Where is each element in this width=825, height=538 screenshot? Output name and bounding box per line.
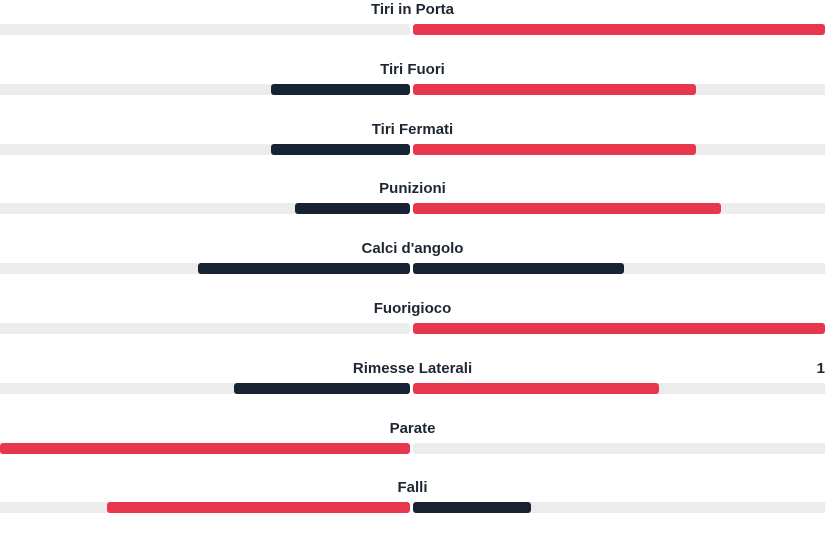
stat-row: Calci d'angolo (0, 239, 825, 299)
away-bar-fill (413, 263, 624, 275)
home-bar-fill (270, 143, 410, 155)
stat-row: Tiri Fermati (0, 120, 825, 180)
home-bar-track (0, 24, 410, 35)
stat-row: Parate (0, 419, 825, 479)
away-bar-fill (413, 323, 825, 334)
stat-label: Fuorigioco (373, 300, 452, 317)
away-bar-fill (413, 502, 531, 514)
away-bar-fill (413, 24, 825, 35)
stat-row: Rimesse Laterali 1 (0, 359, 825, 419)
home-bar-track (0, 323, 410, 334)
stat-away-value: 1 (816, 359, 825, 377)
home-bar-track (0, 143, 410, 155)
away-bar-track (413, 143, 825, 155)
home-bar-track (0, 83, 410, 95)
away-bar-fill (413, 143, 697, 155)
home-bar-track (0, 442, 410, 454)
stat-label: Tiri Fermati (371, 120, 454, 138)
stat-label: Tiri Fuori (380, 60, 445, 78)
stat-row: Tiri Fuori (0, 60, 825, 120)
away-bar-track (413, 83, 825, 95)
away-bar-fill (413, 83, 697, 95)
away-bar-fill (413, 203, 722, 215)
home-bar-fill (270, 83, 410, 95)
home-bar-fill (198, 263, 410, 275)
away-bar-track (413, 323, 825, 334)
match-stats-panel: Tiri in Porta Tiri Fuori Tiri Fermati Puniz… (0, 0, 825, 514)
home-bar-track (0, 382, 410, 394)
stat-label: Calci d'angolo (361, 240, 464, 258)
away-bar-track (413, 442, 825, 454)
stat-label: Punizioni (379, 180, 446, 198)
stat-row: Tiri in Porta (0, 0, 825, 60)
away-bar-track (413, 502, 825, 514)
home-bar-fill (106, 502, 410, 514)
away-bar-track (413, 263, 825, 275)
away-bar-track (413, 24, 825, 35)
home-bar-fill (233, 382, 410, 394)
home-bar-fill (295, 203, 410, 215)
away-bar-track (413, 203, 825, 215)
stat-row: Falli (0, 478, 825, 538)
stat-label: Rimesse Laterali (352, 359, 473, 377)
home-bar-track (0, 203, 410, 215)
home-bar-track (0, 263, 410, 275)
home-bar-fill (0, 442, 410, 454)
stat-label: Parate (389, 419, 436, 437)
stat-label: Tiri in Porta (370, 1, 455, 18)
home-bar-track (0, 502, 410, 514)
away-bar-track (413, 382, 825, 394)
stat-row: Fuorigioco (0, 299, 825, 359)
stat-label: Falli (397, 479, 428, 497)
away-bar-fill (413, 382, 659, 394)
stat-row: Punizioni (0, 179, 825, 239)
